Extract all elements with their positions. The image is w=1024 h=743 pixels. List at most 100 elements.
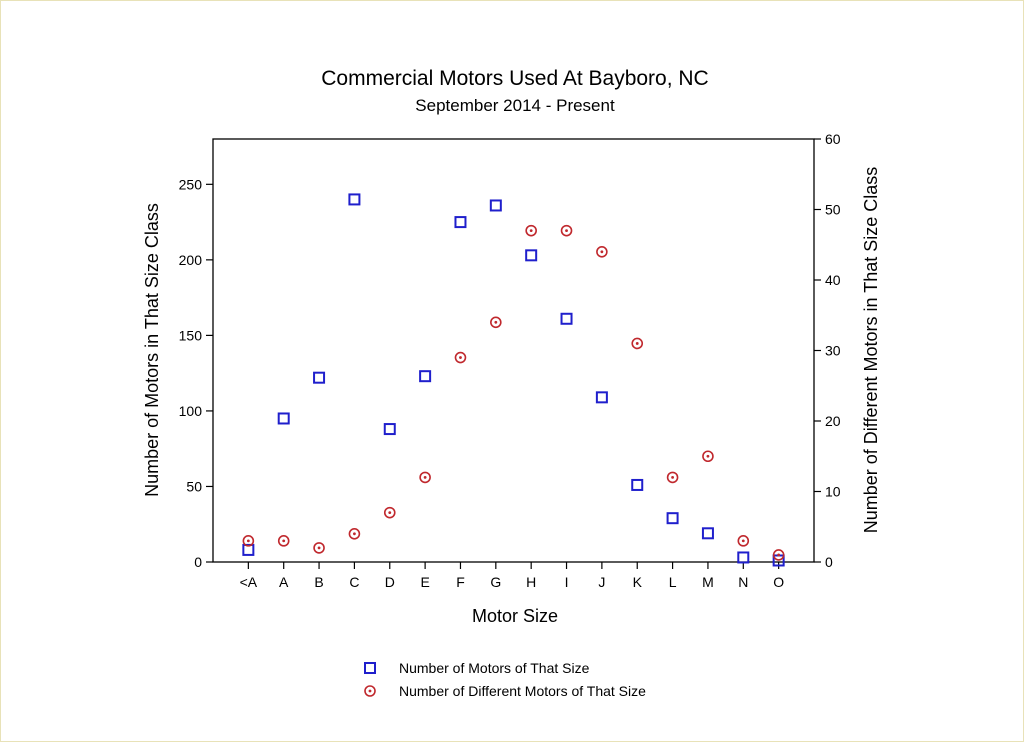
circle-point [525,224,537,237]
circle-point [242,535,255,547]
y2-tick-label: 50 [825,202,841,218]
circle-point [666,471,679,484]
x-axis: <A A B C D E F G H I J K L M N O [240,562,784,590]
chart-title: Commercial Motors Used At Bayboro, NC [321,67,708,90]
legend-marker [364,685,376,697]
series-2 [242,224,785,561]
x-tick-label: D [385,574,395,590]
circle-point [631,337,644,350]
legend-label: Number of Motors of That Size [399,660,590,676]
square-point [242,543,255,556]
circle-point-center [459,356,462,359]
circle-point-ring [666,471,679,484]
circle-point [383,506,396,519]
circle-point-ring [525,224,537,237]
plot-area [212,138,815,563]
x-tick-label: H [526,574,536,590]
data-marks [242,193,785,567]
circle-point-ring [313,542,325,554]
circle-point-ring [348,527,361,540]
y-axis-title: Number of Motors in That Size Class [142,203,162,497]
x-tick-label: G [490,574,501,590]
circle-point-center [317,546,321,550]
circle-point [419,471,431,484]
square-point [631,478,644,491]
circle-point-center [635,342,639,345]
square-point [419,370,432,383]
chart-subtitle: September 2014 - Present [415,96,615,115]
circle-point [454,351,467,364]
right-axis: 0 10 20 30 40 50 60 [814,131,841,570]
x-axis-title: Motor Size [472,606,558,626]
y2-tick-label: 30 [825,343,841,359]
circle-point-ring [419,471,431,484]
legend: Number of Motors of That Size Number of D… [364,660,646,699]
x-tick-label: E [420,574,429,590]
circle-point-center [565,229,568,233]
x-tick-label: B [314,574,323,590]
circle-point-center [423,476,427,479]
circle-point-center [388,511,392,515]
y-tick-label: 100 [179,403,203,419]
legend-marker-ring [364,685,376,697]
circle-point [348,527,361,540]
circle-point-ring [560,224,573,237]
x-tick-label: C [349,574,359,590]
square-point [525,249,538,262]
square-point [489,199,502,212]
circle-point-center [282,539,286,543]
circle-point-center [777,553,781,557]
square-point [701,527,714,540]
y2-tick-label: 60 [825,131,841,147]
y-tick-label: 250 [179,176,203,192]
circle-point-center [494,320,498,324]
circle-point-ring [702,450,714,463]
circle-point-center [671,476,674,479]
x-tick-label: A [279,574,289,590]
circle-point-ring [383,506,396,519]
circle-point-ring [596,246,608,258]
x-tick-label: L [669,574,677,590]
x-tick-label: N [738,574,748,590]
square-point [737,551,750,564]
legend-marker-center [368,689,372,693]
square-point [595,391,608,404]
x-tick-label: I [565,574,569,590]
circle-point-center [529,229,533,233]
y-tick-label: 50 [186,478,202,494]
y2-tick-label: 20 [825,413,841,429]
square-point [560,312,573,325]
y2-tick-label: 0 [825,554,833,570]
y-tick-label: 0 [194,554,202,570]
circle-point [596,246,608,258]
series-1 [242,193,785,567]
square-point [348,193,361,206]
legend-marker [364,662,376,674]
circle-point-center [741,539,745,543]
x-tick-label: M [702,574,714,590]
circle-point [560,224,573,237]
circle-point-ring [454,351,467,364]
x-tick-label: <A [240,574,258,590]
circle-point-center [246,539,250,543]
circle-point-ring [737,535,750,547]
circle-point-center [353,532,356,536]
x-tick-label: O [773,574,784,590]
circle-point-center [600,250,604,254]
y-tick-label: 150 [179,327,203,343]
square-point [666,512,679,525]
square-point [383,423,396,436]
square-point [277,412,290,425]
circle-point [313,542,325,554]
circle-point-ring [242,535,255,547]
y2-tick-label: 40 [825,272,841,288]
x-tick-label: K [633,574,643,590]
circle-point-ring [772,549,785,561]
x-tick-label: J [598,574,605,590]
x-tick-label: F [456,574,465,590]
circle-point-center [706,454,710,458]
y2-axis-title: Number of Different Motors in That Size … [861,167,881,533]
y2-tick-label: 10 [825,484,841,500]
